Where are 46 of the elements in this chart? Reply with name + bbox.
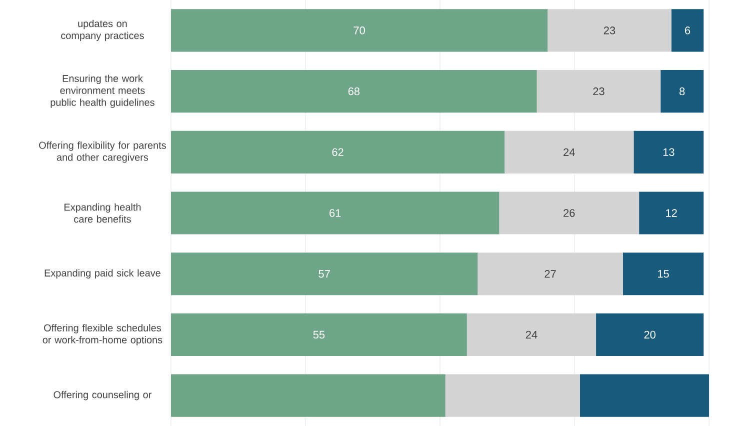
bar — [634, 130, 704, 174]
bar — [445, 374, 580, 417]
bar — [622, 252, 704, 296]
y-tick-label: Offering counseling or — [54, 390, 152, 400]
bar — [171, 70, 537, 113]
y-tick-label: Expanding health care benefits — [64, 203, 141, 223]
bar — [171, 252, 478, 296]
bar — [499, 192, 640, 234]
bar — [639, 192, 704, 234]
y-tick-label: Offering flexible schedules or work-from-home options — [42, 324, 162, 346]
y-tick-label: updates on company practices — [61, 20, 144, 42]
data-label: 6 — [685, 26, 690, 34]
data-label: 24 — [564, 148, 575, 156]
data-label: 26 — [564, 209, 575, 217]
y-tick-label: Ensuring the work environment meets public health guidelines — [50, 74, 154, 108]
data-label: 61 — [330, 209, 341, 217]
y-tick-label: Expanding paid sick leave — [44, 269, 160, 278]
data-label: 57 — [318, 270, 330, 278]
bar — [671, 9, 704, 52]
data-label: 70 — [354, 26, 365, 34]
bar — [596, 313, 704, 356]
bar — [580, 374, 710, 417]
bar — [548, 9, 672, 52]
bar — [504, 130, 634, 174]
data-label: 13 — [663, 148, 674, 156]
data-label: 8 — [680, 87, 685, 96]
data-label: 27 — [544, 270, 556, 278]
data-label: 68 — [348, 87, 360, 96]
data-label: 23 — [593, 87, 604, 96]
bar — [536, 70, 661, 113]
bar — [660, 70, 704, 113]
data-label: 55 — [313, 330, 325, 339]
bar — [478, 252, 623, 296]
data-label: 12 — [666, 209, 677, 217]
bar — [466, 313, 596, 356]
data-label: 20 — [644, 330, 656, 339]
data-label: 62 — [332, 148, 344, 156]
bar — [171, 9, 548, 52]
bar — [171, 374, 446, 417]
bar — [171, 130, 505, 174]
data-label: 15 — [658, 270, 669, 278]
data-label: 23 — [604, 26, 616, 34]
y-tick-label: Offering flexibility for parents and other caregivers — [39, 142, 166, 163]
data-label: 24 — [526, 330, 538, 339]
bar — [171, 313, 467, 356]
bar — [171, 192, 500, 234]
